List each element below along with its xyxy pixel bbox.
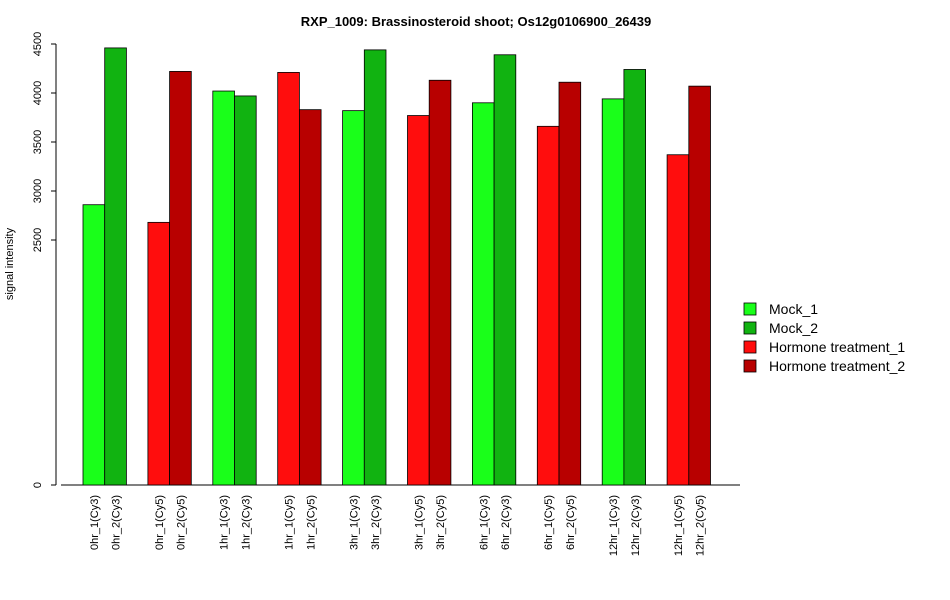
legend-swatch <box>743 340 757 354</box>
bar <box>493 54 517 486</box>
bar <box>212 90 235 486</box>
y-tick-label: 0 <box>32 482 44 488</box>
chart-title: RXP_1009: Brassinosteroid shoot; Os12g01… <box>301 14 651 29</box>
x-tick-label: 1hr_1(Cy3) <box>219 495 231 550</box>
x-tick-label: 3hr_2(Cy5) <box>435 495 447 550</box>
x-tick-label: 12hr_2(Cy5) <box>695 495 707 556</box>
bar <box>104 47 127 486</box>
x-tick-label: 3hr_1(Cy5) <box>413 495 425 550</box>
legend-label: Hormone treatment_2 <box>769 358 905 374</box>
legend-label: Mock_1 <box>769 301 818 317</box>
bar <box>536 125 560 486</box>
x-tick-label: 6hr_1(Cy3) <box>478 495 490 550</box>
bar <box>169 71 192 486</box>
x-tick-label: 0hr_2(Cy5) <box>175 495 187 550</box>
x-tick-label: 6hr_2(Cy3) <box>500 495 512 550</box>
y-tick-label: 3000 <box>32 179 44 203</box>
bar <box>471 102 495 486</box>
x-tick-label: 6hr_2(Cy5) <box>565 495 577 550</box>
bar <box>363 49 387 486</box>
bar <box>407 115 430 486</box>
bar <box>666 154 690 486</box>
bar <box>82 204 106 486</box>
x-tick-label: 0hr_1(Cy5) <box>154 495 166 550</box>
bar <box>688 85 711 486</box>
x-tick-label: 3hr_1(Cy3) <box>348 495 360 550</box>
bar <box>147 221 170 486</box>
x-tick-label: 1hr_1(Cy5) <box>284 495 296 550</box>
x-tick-label: 1hr_2(Cy3) <box>240 495 252 550</box>
legend-swatch <box>743 359 757 373</box>
x-tick-label: 3hr_2(Cy3) <box>370 495 382 550</box>
x-tick-label: 6hr_1(Cy5) <box>543 495 555 550</box>
x-tick-label: 0hr_2(Cy3) <box>111 495 123 550</box>
legend-swatch <box>743 302 757 316</box>
x-tick-label: 12hr_1(Cy3) <box>608 495 620 556</box>
x-tick-labels: 0hr_1(Cy3) 0hr_2(Cy3) 0hr_1(Cy5) 0hr_2(Cy5)… <box>89 495 707 556</box>
x-tick-label: 0hr_1(Cy3) <box>89 495 101 550</box>
bar <box>601 98 625 486</box>
legend-label: Hormone treatment_1 <box>769 339 905 355</box>
bar <box>623 69 647 486</box>
y-tick-label: 4000 <box>32 81 44 105</box>
y-tick-label: 3500 <box>32 130 44 154</box>
y-tick-label: 4500 <box>32 32 44 56</box>
y-axis-label: signal intensity <box>4 227 16 300</box>
bar <box>428 79 452 486</box>
legend-swatch <box>743 321 757 335</box>
legend: Mock_1 Mock_2 Hormone treatment_1 Hormone t… <box>743 301 905 374</box>
bars-group <box>82 47 711 486</box>
bar <box>234 95 257 486</box>
legend-label: Mock_2 <box>769 320 818 336</box>
bar <box>558 81 582 486</box>
x-tick-label: 1hr_2(Cy5) <box>305 495 317 550</box>
y-tick-label: 2500 <box>32 228 44 252</box>
x-tick-label: 12hr_2(Cy3) <box>630 495 642 556</box>
bar <box>298 109 322 486</box>
bar <box>342 110 365 486</box>
x-tick-label: 12hr_1(Cy5) <box>673 495 685 556</box>
bar <box>277 72 300 486</box>
